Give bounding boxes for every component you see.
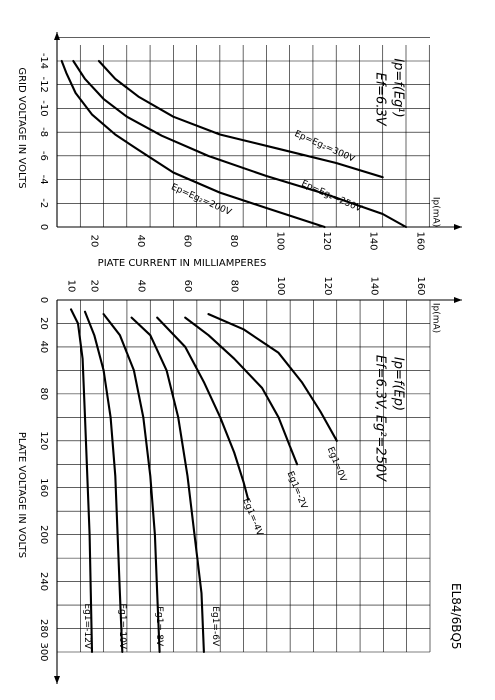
- voltage-axis-arrow: [54, 32, 60, 40]
- current-tick-label: 100: [275, 276, 286, 295]
- voltage-tick-label: 0: [38, 297, 49, 303]
- chart-subtitle: Ef=6.3V, Eg²=250V: [373, 355, 388, 482]
- current-tick-label: 10: [65, 280, 76, 293]
- voltage-tick-label: 240: [38, 572, 49, 591]
- unit-label: Ip(mA): [431, 303, 441, 333]
- voltage-tick-label: 80: [38, 387, 49, 400]
- current-tick-label: 140: [368, 231, 379, 250]
- series-line: [156, 316, 250, 501]
- voltage-tick-label: 20: [38, 317, 49, 330]
- unit-label: Ip(mA): [431, 197, 441, 227]
- current-axis-arrow: [454, 297, 462, 303]
- current-tick-label: 20: [89, 235, 100, 248]
- current-tick-label: 120: [321, 231, 332, 250]
- grid-voltage-chart: 20 40 60 80 100 120 140 160 0 -2 -4 -6 -8 -10 -12 -14 GR…: [16, 32, 462, 269]
- series-line: [69, 308, 94, 654]
- series-line: [72, 59, 408, 229]
- voltage-tick-label: -2: [38, 198, 49, 208]
- voltage-tick-label: -6: [38, 151, 49, 161]
- current-tick-label: 140: [368, 276, 379, 295]
- series-line: [60, 59, 326, 229]
- current-tick-label: 100: [275, 231, 286, 250]
- series-line: [207, 313, 338, 442]
- voltage-tick-label: 160: [38, 478, 49, 497]
- voltage-tick-label: -4: [38, 175, 49, 185]
- plate-voltage-chart: 10 20 40 60 80 100 120 140 160 0 20 40 80 120 160 200 24…: [16, 276, 462, 684]
- current-tick-label: 40: [135, 280, 146, 293]
- chart-title: Ip=f(Ep): [391, 357, 406, 411]
- current-tick-label: 80: [228, 235, 239, 248]
- voltage-tick-label: 0: [38, 224, 49, 230]
- current-axis-arrow: [454, 224, 462, 230]
- voltage-tick-label: 120: [38, 431, 49, 450]
- series-label: Eg1=-4V: [240, 497, 264, 538]
- series-line: [130, 316, 205, 654]
- current-tick-label: 160: [415, 276, 426, 295]
- voltage-tick-label: -14: [38, 53, 49, 69]
- x-axis-title: PLATE VOLTAGE IN VOLTS: [16, 432, 27, 558]
- voltage-tick-label: -10: [38, 100, 49, 116]
- current-tick-label: 20: [89, 280, 100, 293]
- series-label: Eg1=-12V: [82, 603, 92, 649]
- series-line: [184, 316, 299, 466]
- series-label: Eg1=-8V: [154, 606, 164, 647]
- current-tick-label: 120: [322, 276, 333, 295]
- voltage-tick-label: -12: [38, 77, 49, 93]
- voltage-tick-label: 200: [38, 525, 49, 544]
- voltage-tick-label: -8: [38, 127, 49, 137]
- series-label: Eg1=-10V: [117, 603, 127, 649]
- current-tick-label: 60: [182, 235, 193, 248]
- series-line: [102, 313, 161, 654]
- voltage-tick-label: 280: [38, 619, 49, 638]
- series-label: Ep=Eg₂=250V: [300, 179, 364, 215]
- current-tick-label: 80: [229, 280, 240, 293]
- series-line: [97, 59, 384, 179]
- series-line: [83, 310, 124, 654]
- y-axis-title: GRID VOLTAGE IN VOLTS: [16, 67, 27, 188]
- voltage-axis-arrow: [54, 676, 60, 684]
- voltage-tick-label: 300: [38, 642, 49, 661]
- series-label: Ep=Eg₂=200V: [169, 182, 233, 218]
- chart-subtitle: Ef=6.3V: [373, 72, 388, 126]
- voltage-tick-label: 40: [38, 341, 49, 354]
- current-tick-label: 40: [135, 235, 146, 248]
- current-tick-label: 60: [182, 280, 193, 293]
- x-axis-title: PIATE CURRENT IN MILLIAMPERES: [98, 258, 267, 269]
- current-tick-label: 160: [414, 231, 425, 250]
- series-label: Eg1=-2V: [285, 470, 309, 511]
- chart-title: Ip=f(Eg¹): [391, 58, 406, 117]
- series-label: Eg1=-6V: [210, 606, 220, 647]
- model-label: EL84/6BQ5: [449, 583, 463, 650]
